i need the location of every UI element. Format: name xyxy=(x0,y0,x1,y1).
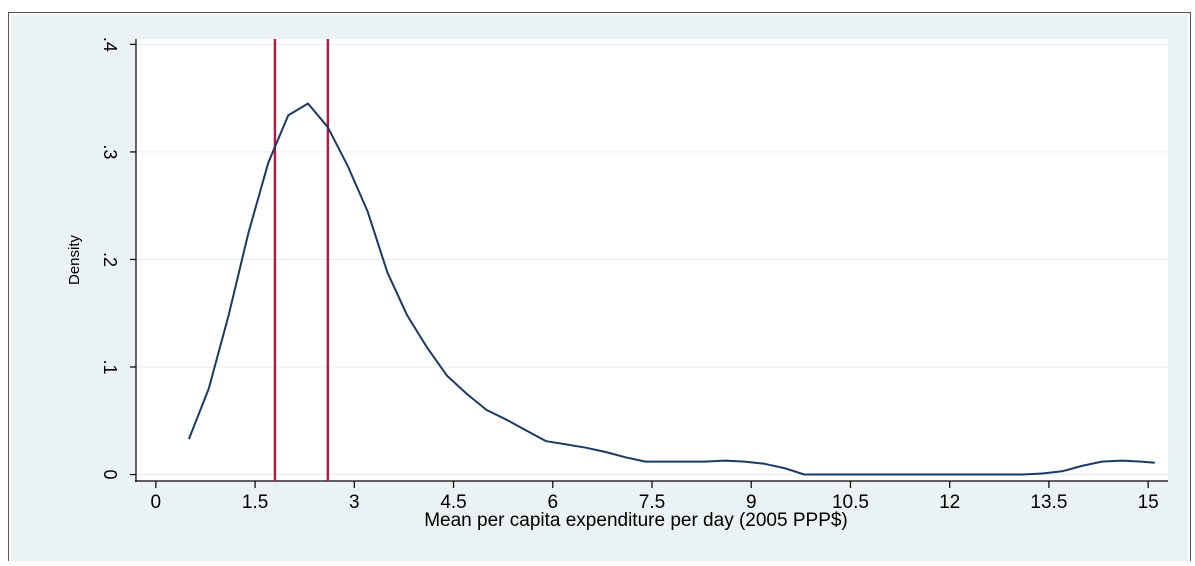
y-axis: 0 .1 .2 .3 .4 xyxy=(100,37,137,482)
y-tick-label: .1 xyxy=(100,359,120,374)
x-axis: 0 1.5 3 4.5 6 7.5 9 10.5 12 13.5 15 xyxy=(135,480,1168,513)
x-tick-label: 15 xyxy=(1138,492,1159,513)
y-tick-label: .2 xyxy=(100,252,120,267)
reference-lines xyxy=(273,39,330,481)
x-tick-label: 3 xyxy=(349,492,360,513)
density-chart: 0 .1 .2 .3 .4 0 1.5 3 4.5 6 7.5 9 10.5 12 13.5 15 Mean… xyxy=(11,15,1188,561)
density-series xyxy=(187,102,1155,476)
x-axis-label: Mean per capita expenditure per day (200… xyxy=(424,510,848,531)
x-tick-label: 0 xyxy=(151,492,162,513)
y-axis-label: Density xyxy=(66,234,83,285)
density-line xyxy=(187,102,1155,476)
x-tick-label: 6 xyxy=(547,492,558,513)
x-tick-label: 13.5 xyxy=(1030,492,1067,513)
x-tick-label: 7.5 xyxy=(639,492,665,513)
y-tick-label: 0 xyxy=(100,470,120,480)
x-tick-label: 12 xyxy=(939,492,960,513)
plot-area xyxy=(136,39,1168,481)
x-tick-label: 9 xyxy=(746,492,757,513)
chart-frame: 0 .1 .2 .3 .4 0 1.5 3 4.5 6 7.5 9 10.5 12 13.5 15 Mean… xyxy=(8,12,1191,561)
x-tick-label: 1.5 xyxy=(242,492,268,513)
y-tick-label: .4 xyxy=(100,37,120,52)
x-tick-label: 10.5 xyxy=(832,492,869,513)
y-tick-label: .3 xyxy=(100,144,120,159)
x-tick-label: 4.5 xyxy=(440,492,466,513)
